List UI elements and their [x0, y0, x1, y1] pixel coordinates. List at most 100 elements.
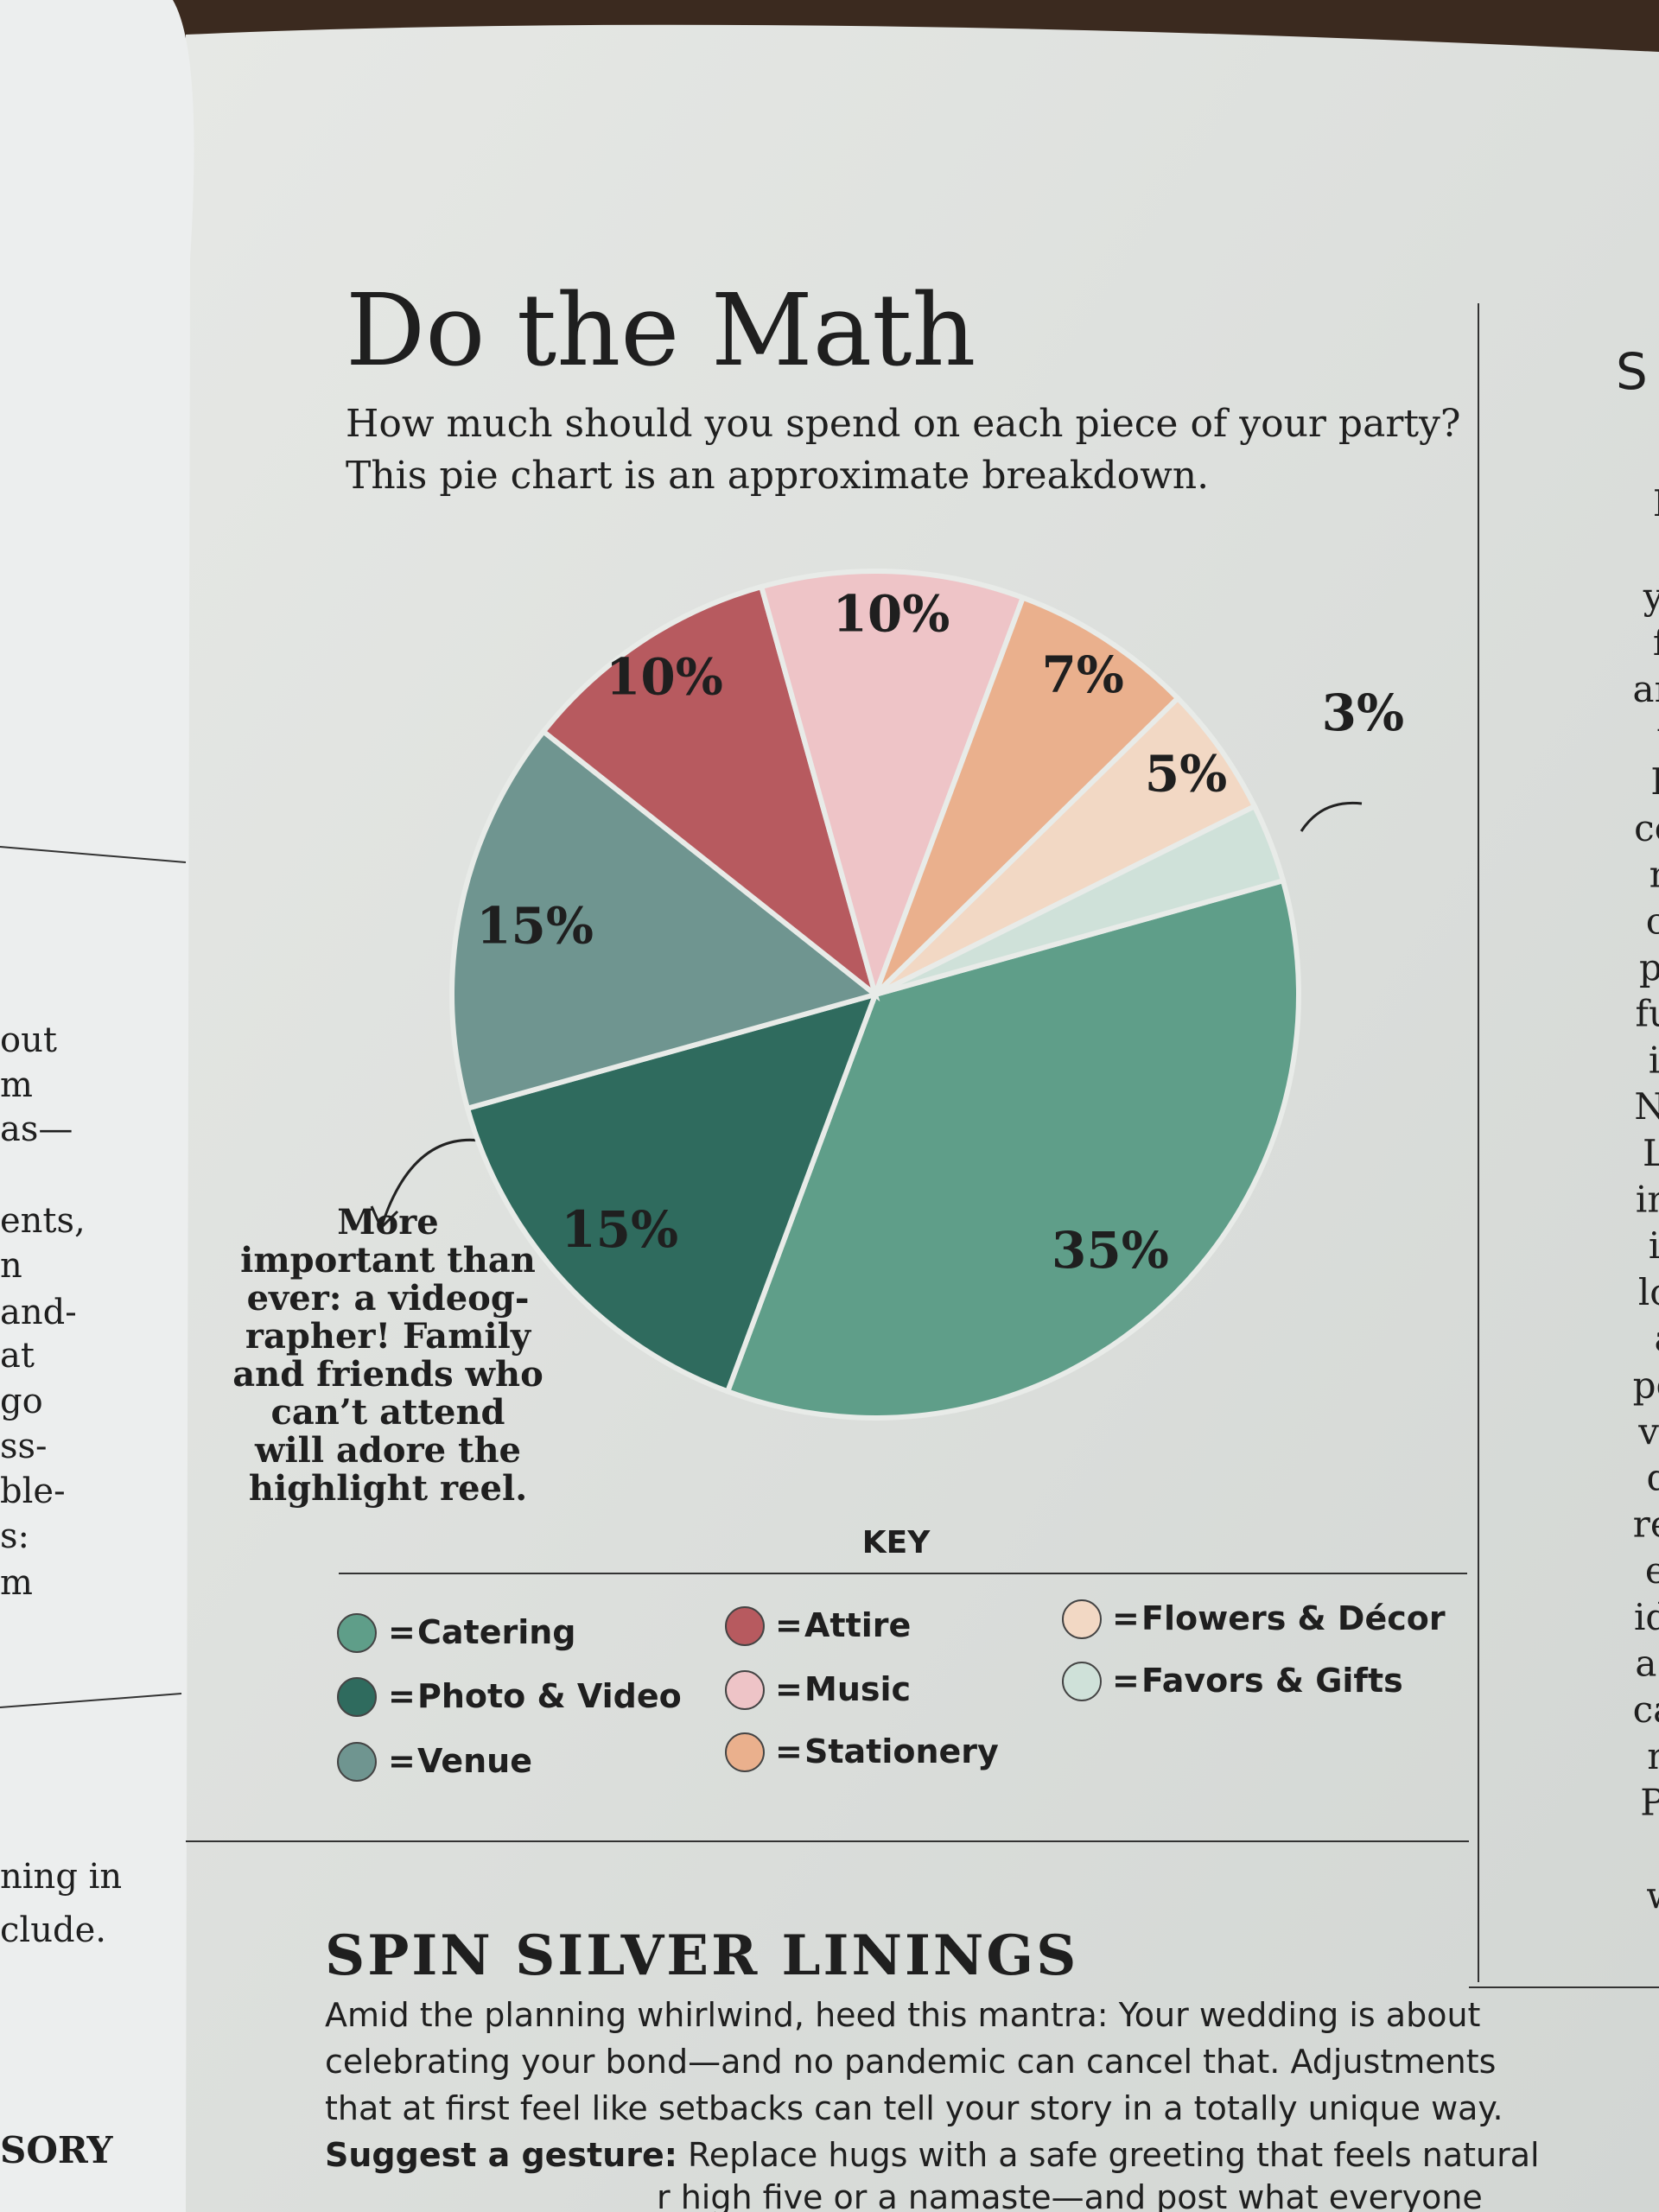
article-tip: Replace hugs with a safe greeting that f…	[688, 2136, 1540, 2174]
left-column-text: m	[0, 1563, 33, 1603]
right-column-text: insura	[1636, 1179, 1659, 1221]
annotation: and friends who	[232, 1354, 543, 1395]
left-column-text: ss-	[0, 1427, 48, 1466]
article-line: celebrating your bond—and no pandemic ca…	[325, 2043, 1496, 2081]
article-line: that at first feel like setbacks can tel…	[325, 2089, 1503, 2127]
data-label: 35%	[1052, 1221, 1169, 1280]
legend-swatch	[337, 1677, 377, 1717]
right-column-text: portic	[1639, 946, 1659, 988]
right-column-text: and ve	[1633, 668, 1659, 710]
chart-title: Do the Math	[346, 273, 976, 389]
legend-swatch	[725, 1670, 765, 1710]
article-line-cut: r high five or a namaste—and post what e…	[657, 2178, 1483, 2212]
right-column-text: itly c	[1649, 1224, 1659, 1267]
right-column-text: in tir	[1649, 1039, 1659, 1081]
legend-separator: =	[1112, 1599, 1140, 1637]
left-rule	[0, 1693, 182, 1708]
right-column-text: you h	[1643, 575, 1659, 617]
right-column-text: catche	[1633, 1688, 1659, 1731]
right-column-text: restric	[1633, 1503, 1659, 1545]
left-column-text: n	[0, 1246, 22, 1286]
right-column-text: Price,	[1640, 1782, 1659, 1824]
legend-label: Stationery	[804, 1732, 999, 1770]
legend-label: Music	[804, 1670, 911, 1708]
right-column-text: losses	[1638, 1271, 1659, 1313]
annotation: rapher! Family	[245, 1316, 532, 1357]
legend-label: Flowers & Décor	[1141, 1599, 1446, 1637]
legend-separator: =	[775, 1732, 803, 1770]
legend-separator: =	[388, 1613, 416, 1651]
pie-slice	[873, 594, 1182, 997]
pie-slice	[874, 803, 1287, 997]
annotation: ever: a videog-	[247, 1278, 530, 1319]
left-column-text: ble-	[0, 1471, 66, 1511]
legend-separator: =	[388, 1677, 416, 1715]
pie-slice	[539, 583, 880, 1002]
leader-line	[1300, 801, 1363, 832]
left-column-text: and-	[0, 1293, 77, 1332]
data-label: 3%	[1322, 683, 1404, 742]
pie-slice	[449, 728, 881, 1112]
article-tip-label: Suggest a gesture:	[325, 2136, 677, 2174]
left-column-text: go	[0, 1382, 43, 1421]
data-label: 15%	[561, 1200, 678, 1259]
annotation: important than	[240, 1240, 536, 1281]
left-column-text: m	[0, 1065, 33, 1105]
annotation: can’t attend	[270, 1392, 505, 1433]
right-column-text: a pare	[1635, 1643, 1659, 1685]
right-column-text: fundal	[1635, 993, 1659, 1035]
right-column-text: claus	[1646, 899, 1659, 942]
pie-slice	[464, 990, 880, 1395]
right-column-text: identif	[1634, 1596, 1659, 1638]
right-column-text: fallb	[1653, 621, 1659, 664]
right-column-text: due t	[1646, 1457, 1659, 1499]
right-column-text: ering	[1645, 1549, 1659, 1592]
legend-swatch	[725, 1732, 765, 1772]
data-label: 10%	[833, 584, 950, 643]
right-column-text: venue	[1637, 1410, 1659, 1452]
legend-swatch	[1062, 1599, 1102, 1639]
right-column-text: contra	[1634, 807, 1659, 849]
right-column-text: a kn	[1655, 1318, 1659, 1360]
right-column-text: at fi	[1657, 1827, 1659, 1870]
right-column-text: webs	[1646, 1874, 1659, 1916]
legend-label: Attire	[804, 1606, 911, 1644]
right-column-text: policie	[1633, 1363, 1659, 1406]
right-column-text: maje	[1649, 854, 1659, 896]
legend-swatch	[337, 1613, 377, 1653]
legend-separator: =	[775, 1606, 803, 1644]
legend-swatch	[1062, 1662, 1102, 1701]
right-column-text: not a	[1647, 1735, 1659, 1777]
legend-swatch	[725, 1606, 765, 1646]
data-label: 7%	[1041, 645, 1123, 704]
left-column-text: SORY	[0, 2129, 114, 2171]
article-line: Amid the planning whirlwind, heed this m…	[325, 1996, 1480, 2034]
legend-label: Favors & Gifts	[1141, 1662, 1403, 1700]
article-heading: SPIN SILVER LININGS	[325, 1923, 1078, 1988]
right-column-text: Doul	[1650, 760, 1659, 803]
right-column-text: If yo	[1653, 482, 1659, 524]
legend-label: Venue	[417, 1742, 532, 1780]
left-column-text: clude.	[0, 1910, 106, 1950]
left-column-text: s:	[0, 1516, 29, 1556]
annotation: highlight reel.	[249, 1468, 527, 1509]
subtitle: This pie chart is an approximate breakdo…	[346, 454, 1209, 498]
legend-separator: =	[1112, 1662, 1140, 1700]
left-column-text: out	[0, 1020, 57, 1060]
annotation: will adore the	[254, 1430, 521, 1471]
legend-title: KEY	[862, 1525, 931, 1560]
left-column-text: ents,	[0, 1201, 86, 1241]
right-column-text: Legal	[1643, 1132, 1659, 1174]
legend-separator: =	[775, 1670, 803, 1708]
data-label: 10%	[606, 648, 723, 707]
legend-swatch	[337, 1742, 377, 1782]
left-column-text: ning in	[0, 1857, 122, 1897]
subtitle: How much should you spend on each piece …	[346, 402, 1460, 446]
data-label: 5%	[1145, 745, 1227, 804]
left-column-text: at	[0, 1336, 35, 1376]
right-column-heading: S	[1616, 342, 1648, 401]
right-column-text: wec	[1657, 715, 1659, 757]
legend-separator: =	[388, 1742, 416, 1780]
data-label: 15%	[476, 897, 594, 956]
